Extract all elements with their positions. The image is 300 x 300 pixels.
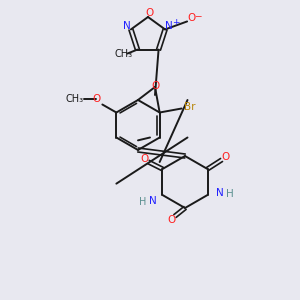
Text: N: N bbox=[123, 21, 131, 32]
Text: N: N bbox=[216, 188, 224, 198]
Text: N: N bbox=[165, 21, 173, 32]
Text: O: O bbox=[152, 81, 160, 91]
Text: O: O bbox=[221, 152, 230, 162]
Text: CH₃: CH₃ bbox=[114, 49, 133, 58]
Text: O: O bbox=[187, 14, 195, 23]
Text: O: O bbox=[140, 154, 148, 164]
Text: −: − bbox=[194, 11, 202, 20]
Text: H: H bbox=[139, 197, 146, 207]
Text: CH₃: CH₃ bbox=[65, 94, 83, 103]
Text: H: H bbox=[226, 189, 233, 199]
Text: O: O bbox=[167, 215, 175, 225]
Text: Br: Br bbox=[184, 103, 195, 112]
Text: O: O bbox=[145, 8, 153, 18]
Text: N: N bbox=[148, 196, 156, 206]
Text: O: O bbox=[92, 94, 100, 103]
Text: +: + bbox=[172, 18, 180, 27]
